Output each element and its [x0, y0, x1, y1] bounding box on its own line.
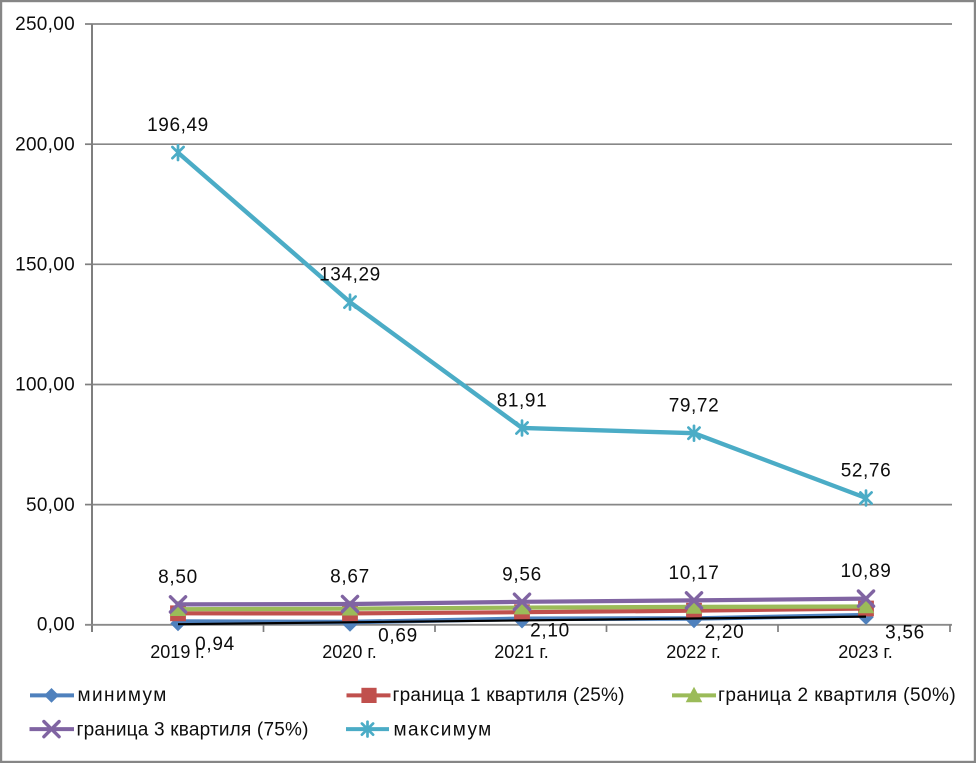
svg-text:минимум: минимум [78, 685, 168, 706]
svg-text:196,49: 196,49 [147, 115, 209, 136]
svg-text:2,10: 2,10 [530, 621, 570, 642]
svg-text:максимум: максимум [394, 719, 493, 740]
svg-text:0,00: 0,00 [37, 615, 75, 636]
svg-text:граница 1 квартиля (25%): граница 1 квартиля (25%) [393, 685, 625, 706]
svg-text:100,00: 100,00 [15, 375, 75, 396]
svg-text:граница 3 квартиля (75%): граница 3 квартиля (75%) [77, 719, 309, 740]
svg-text:200,00: 200,00 [15, 134, 75, 155]
svg-text:52,76: 52,76 [841, 461, 892, 482]
svg-text:2019 г.: 2019 г. [150, 642, 204, 662]
svg-text:150,00: 150,00 [15, 255, 75, 276]
svg-text:8,67: 8,67 [330, 567, 370, 588]
svg-text:2020 г.: 2020 г. [322, 642, 376, 662]
svg-text:0,94: 0,94 [195, 634, 235, 655]
svg-text:10,89: 10,89 [840, 561, 891, 582]
svg-text:79,72: 79,72 [669, 396, 720, 417]
svg-text:2,20: 2,20 [705, 622, 745, 643]
svg-text:0,69: 0,69 [378, 626, 418, 647]
svg-text:10,17: 10,17 [668, 563, 719, 584]
svg-text:134,29: 134,29 [319, 265, 381, 286]
svg-text:граница 2 квартиля (50%): граница 2 квартиля (50%) [718, 685, 956, 706]
svg-text:2021 г.: 2021 г. [494, 642, 548, 662]
svg-text:9,56: 9,56 [502, 564, 542, 585]
svg-text:2022 г.: 2022 г. [666, 642, 720, 662]
svg-text:8,50: 8,50 [158, 567, 198, 588]
svg-text:81,91: 81,91 [497, 391, 548, 412]
svg-text:2023 г.: 2023 г. [838, 642, 892, 662]
svg-text:50,00: 50,00 [26, 495, 75, 516]
svg-text:3,56: 3,56 [885, 623, 925, 644]
svg-text:250,00: 250,00 [15, 14, 75, 35]
